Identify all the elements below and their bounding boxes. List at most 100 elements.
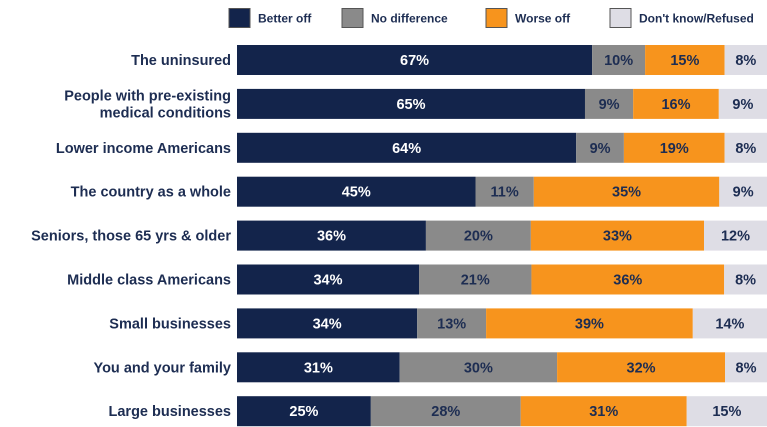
- data-label-don-t-know-refused: 9%: [732, 97, 753, 113]
- legend-item-better-off: Better off: [228, 8, 312, 28]
- data-label-no-difference: 9%: [599, 97, 620, 113]
- legend: Better off No difference Worse off Don't kn…: [228, 8, 754, 28]
- bar-segment-better-off: [237, 176, 476, 207]
- data-label-worse-off: 32%: [627, 360, 656, 376]
- bar-row-the-uninsured: The uninsured 67% 10% 15% 8%: [131, 45, 767, 75]
- bar-segment-don-t-know-refused: [718, 88, 767, 119]
- data-label-no-difference: 13%: [437, 316, 466, 332]
- data-label-no-difference: 11%: [491, 185, 519, 201]
- bar-segment-no-difference: [475, 176, 534, 207]
- category-label: The uninsured: [131, 53, 231, 69]
- bar-segment-better-off: [237, 308, 418, 339]
- legend-label: Worse off: [515, 12, 571, 26]
- legend-item-no-difference: No difference: [341, 8, 448, 28]
- bar-row-middle-class-americans: Middle class Americans 34% 21% 36% 8%: [67, 264, 767, 295]
- bar-segment-don-t-know-refused: [724, 264, 767, 295]
- bar-segment-no-difference: [576, 132, 624, 163]
- bar-row-lower-income-americans: Lower income Americans 64% 9% 19% 8%: [56, 132, 767, 163]
- data-label-don-t-know-refused: 15%: [712, 404, 741, 420]
- data-label-don-t-know-refused: 8%: [735, 141, 756, 157]
- bar-segment-no-difference: [419, 264, 532, 295]
- data-label-no-difference: 28%: [431, 404, 460, 420]
- bar-row-seniors-those-65-yrs-older: Seniors, those 65 yrs & older 36% 20% 33% 12…: [31, 220, 767, 251]
- bar-segment-don-t-know-refused: [724, 132, 767, 163]
- data-label-no-difference: 9%: [590, 141, 611, 157]
- bar-segment-no-difference: [592, 45, 646, 75]
- legend-swatch: [228, 8, 251, 28]
- data-label-don-t-know-refused: 12%: [721, 229, 750, 245]
- category-label: Middle class Americans: [67, 273, 231, 289]
- bar-segment-worse-off: [520, 396, 687, 427]
- legend-label: No difference: [371, 12, 448, 26]
- data-label-no-difference: 20%: [464, 229, 493, 245]
- legend-item-don-t-know-refused: Don't know/Refused: [609, 8, 754, 28]
- bar-segment-better-off: [237, 264, 420, 295]
- category-label: Seniors, those 65 yrs & older: [31, 229, 231, 245]
- data-label-don-t-know-refused: 8%: [735, 53, 756, 69]
- category-label: Large businesses: [109, 404, 232, 420]
- data-label-better-off: 36%: [317, 229, 346, 245]
- data-label-worse-off: 33%: [603, 229, 632, 245]
- category-label: People with pre-existing medical conditio…: [64, 88, 231, 121]
- bar-segment-better-off: [237, 396, 371, 427]
- data-label-better-off: 64%: [392, 141, 421, 157]
- data-label-better-off: 34%: [313, 273, 342, 289]
- data-label-no-difference: 10%: [604, 53, 633, 69]
- legend-label: Better off: [258, 12, 312, 26]
- bar-segment-better-off: [237, 88, 585, 119]
- data-label-better-off: 65%: [396, 97, 425, 113]
- bar-segment-don-t-know-refused: [704, 220, 767, 251]
- bar-row-people-with-pre-existing-medical-conditions: People with pre-existing medical conditio…: [64, 88, 767, 121]
- category-label: Small businesses: [109, 316, 231, 332]
- bar-segment-worse-off: [486, 308, 693, 339]
- bar-segment-worse-off: [557, 352, 726, 383]
- bar-segment-don-t-know-refused: [725, 352, 767, 383]
- bar-row-you-and-your-family: You and your family 31% 30% 32% 8%: [93, 352, 767, 383]
- data-label-no-difference: 21%: [461, 273, 490, 289]
- legend-swatch: [341, 8, 364, 28]
- bar-segment-better-off: [237, 132, 577, 163]
- data-label-don-t-know-refused: 8%: [736, 360, 757, 376]
- bar-row-the-country-as-a-whole: The country as a whole 45% 11% 35% 9%: [71, 176, 767, 207]
- data-label-better-off: 67%: [400, 53, 429, 69]
- data-label-worse-off: 39%: [575, 316, 604, 332]
- bar-row-large-businesses: Large businesses 25% 28% 31% 15%: [109, 396, 767, 427]
- bar-segment-don-t-know-refused: [692, 308, 767, 339]
- legend-label: Don't know/Refused: [639, 12, 754, 26]
- data-label-better-off: 45%: [342, 185, 371, 201]
- data-label-worse-off: 31%: [589, 404, 618, 420]
- bar-segment-worse-off: [645, 45, 725, 75]
- category-label: You and your family: [93, 360, 231, 376]
- bar-segment-better-off: [237, 45, 593, 75]
- data-label-better-off: 25%: [289, 404, 318, 420]
- bar-segment-no-difference: [370, 396, 521, 427]
- category-label: Lower income Americans: [56, 141, 231, 157]
- bar-segment-don-t-know-refused: [719, 176, 767, 207]
- bar-segment-worse-off: [533, 176, 720, 207]
- bar-segment-no-difference: [425, 220, 531, 251]
- data-label-don-t-know-refused: 14%: [715, 316, 744, 332]
- bar-segment-worse-off: [623, 132, 725, 163]
- data-label-no-difference: 30%: [464, 360, 493, 376]
- category-label: The country as a whole: [71, 185, 231, 201]
- legend-item-worse-off: Worse off: [485, 8, 571, 28]
- data-label-don-t-know-refused: 9%: [733, 185, 754, 201]
- data-label-worse-off: 16%: [661, 97, 690, 113]
- data-label-worse-off: 19%: [660, 141, 689, 157]
- data-label-worse-off: 15%: [670, 53, 699, 69]
- bar-segment-no-difference: [584, 88, 634, 119]
- data-label-don-t-know-refused: 8%: [735, 273, 756, 289]
- data-label-better-off: 31%: [304, 360, 333, 376]
- data-label-better-off: 34%: [313, 316, 342, 332]
- bar-segment-no-difference: [399, 352, 558, 383]
- bar-segment-no-difference: [417, 308, 487, 339]
- data-label-worse-off: 36%: [613, 273, 642, 289]
- bar-segment-don-t-know-refused: [724, 45, 767, 75]
- chart-rows: The uninsured 67% 10% 15% 8% People with pre-…: [31, 45, 767, 427]
- bar-segment-worse-off: [633, 88, 719, 119]
- bar-segment-don-t-know-refused: [686, 396, 767, 427]
- data-label-worse-off: 35%: [612, 185, 641, 201]
- bar-row-small-businesses: Small businesses 34% 13% 39% 14%: [109, 308, 767, 339]
- legend-swatch: [609, 8, 632, 28]
